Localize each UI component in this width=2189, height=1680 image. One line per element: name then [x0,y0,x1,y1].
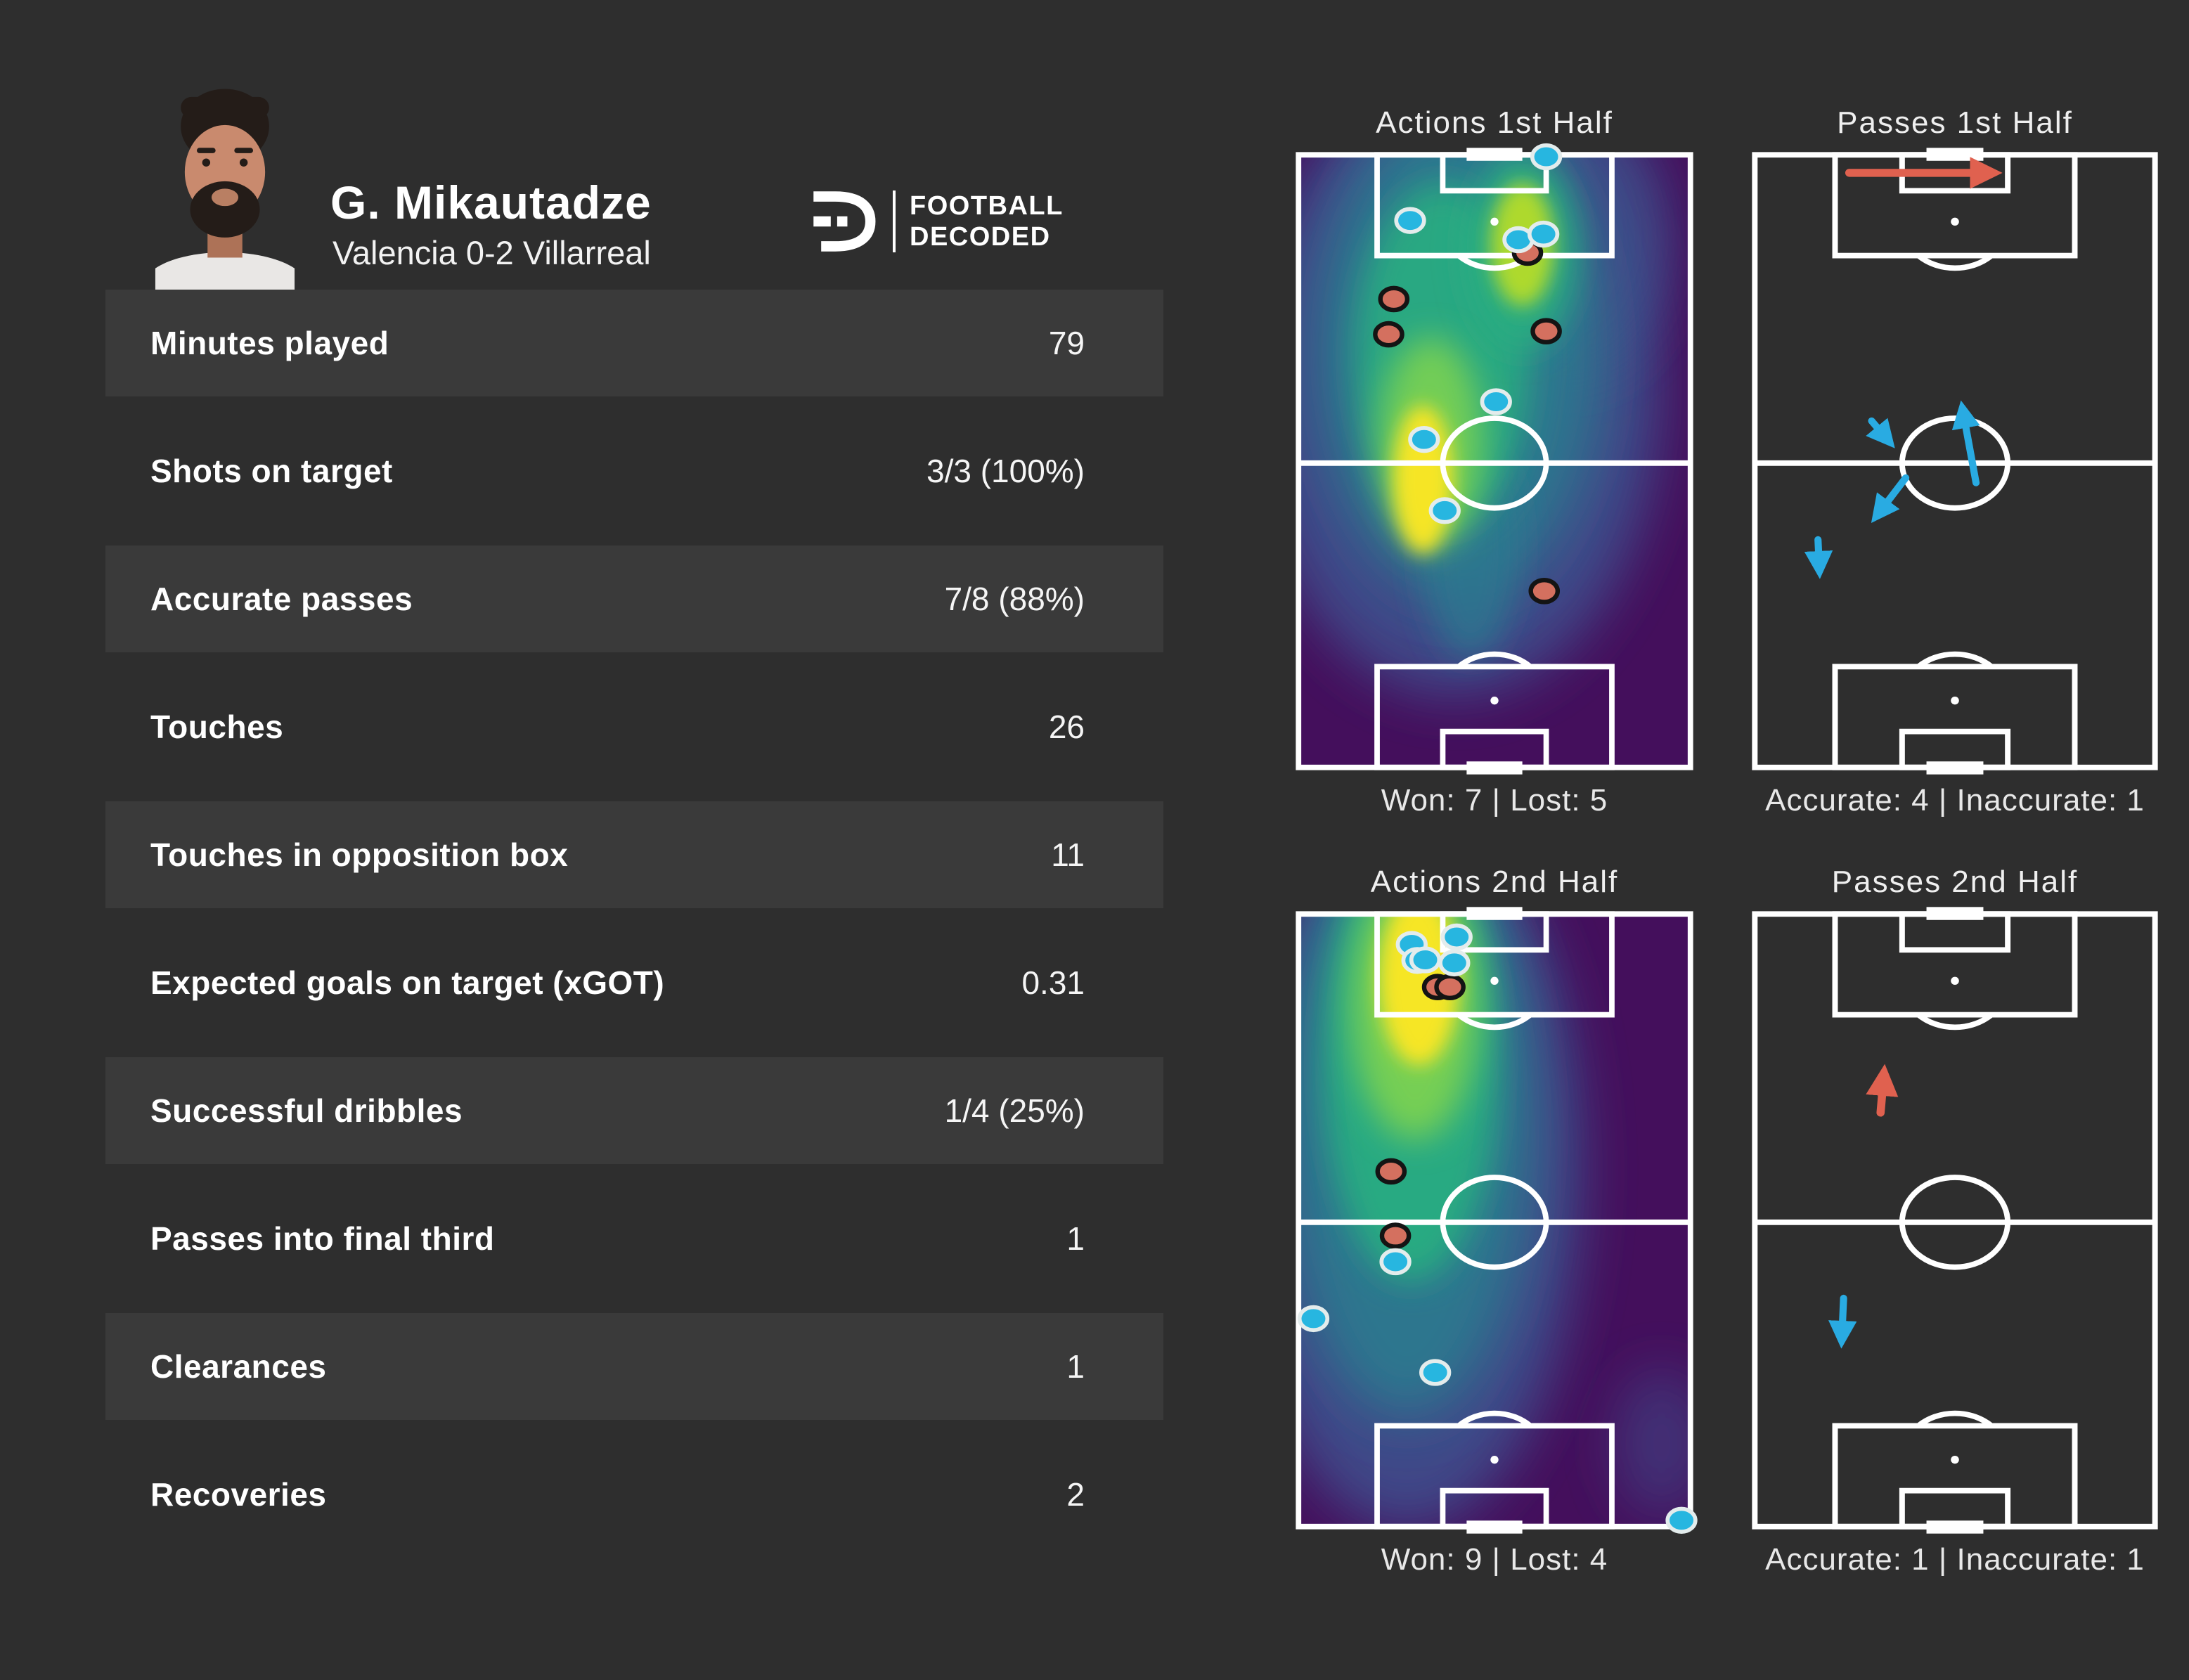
brand-line-1: FOOTBALL [910,191,1064,221]
panel-actions-2nd-half: Actions 2nd Half Won: 9 | Lost: 4 [1296,865,1698,1577]
won-dot [1530,143,1563,171]
beard [190,181,260,238]
stats-table: Minutes played 79 Shots on target 3/3 (100%… [105,290,1163,1569]
brand-wordmark: FOOTBALL DECODED [910,190,1064,252]
lost-dot [1434,974,1466,1001]
stat-label: Minutes played [150,325,389,361]
football-decoded-logo-icon [813,191,876,252]
pitch-title: Passes 1st Half [1837,105,2073,140]
brand-line-2: DECODED [910,222,1051,252]
accurate-pass-arrow [1871,474,1910,524]
stat-row: Touches 26 [105,673,1163,780]
accurate-pass-arrow [1951,400,1980,486]
stat-label: Touches [150,709,284,745]
panel-passes-2nd-half: Passes 2nd Half Accurate: 1 | Inaccurate… [1752,865,2158,1577]
won-dot [1394,207,1426,234]
stat-value: 3/3 (100%) [926,453,1085,489]
stat-row: Recoveries 2 [105,1441,1163,1548]
stat-row: Passes into final third 1 [105,1185,1163,1292]
panel-passes-1st-half: Passes 1st Half Accurate: 4 | Inaccurate… [1752,105,2158,818]
pitch-caption: Accurate: 1 | Inaccurate: 1 [1765,1542,2145,1577]
pitch-lines [1755,148,2155,774]
won-dot [1480,388,1512,415]
won-dot [1419,1359,1452,1386]
pitch-title: Actions 2nd Half [1370,865,1619,899]
stat-value: 26 [1048,709,1085,745]
won-dot [1379,1248,1412,1276]
stat-label: Successful dribbles [150,1092,463,1129]
stat-label: Touches in opposition box [150,836,569,873]
won-dot [1527,220,1560,248]
accurate-pass-arrow [1804,536,1833,579]
won-dot [1440,923,1473,951]
lost-dot [1373,321,1405,348]
pitch-caption: Accurate: 4 | Inaccurate: 1 [1765,783,2145,818]
pitch-caption: Won: 9 | Lost: 4 [1381,1542,1608,1577]
pitch-title: Passes 2nd Half [1831,865,2079,899]
passes-1st-half-map [1752,152,2158,770]
heat-layer [1613,1369,1691,1518]
panel-actions-1st-half: Actions 1st Half Won: 7 | Lost: 5 [1296,105,1693,818]
stat-value: 1 [1066,1220,1085,1257]
pitch-caption: Won: 7 | Lost: 5 [1381,783,1608,818]
actions-2nd-half-heatmap [1296,911,1698,1534]
stat-label: Clearances [150,1348,327,1385]
actions-1st-half-heatmap [1296,143,1693,770]
stat-label: Passes into final third [150,1220,495,1257]
stat-row: Touches in opposition box 11 [105,801,1163,908]
won-dot [1297,1305,1330,1333]
won-dot [1408,426,1440,453]
player-name: G. Mikautadze [330,176,652,228]
stat-value: 1 [1066,1348,1085,1385]
won-dot [1409,946,1442,974]
stat-value: 11 [1051,836,1085,873]
stat-label: Accurate passes [150,581,413,617]
stat-row: Shots on target 3/3 (100%) [105,418,1163,524]
player-photo [155,89,295,292]
stat-row: Accurate passes 7/8 (88%) [105,545,1163,652]
stat-value: 1/4 (25%) [944,1092,1085,1129]
lost-dot [1378,285,1410,313]
stat-value: 7/8 (88%) [944,581,1085,617]
stat-row: Minutes played 79 [105,290,1163,396]
pitch-lines [1755,907,2155,1533]
won-dot [1428,497,1461,524]
stat-value: 2 [1066,1476,1085,1513]
passes-2nd-half-map [1752,911,2158,1530]
won-dot [1665,1506,1698,1534]
stat-row: Expected goals on target (xGOT) 0.31 [105,929,1163,1036]
won-dot [1438,949,1471,977]
pitch-title: Actions 1st Half [1376,105,1613,140]
accurate-pass-arrow [1828,1294,1857,1349]
lost-dot [1379,1222,1412,1249]
lost-dot [1375,1158,1407,1185]
lost-dot [1528,577,1561,605]
stat-row: Successful dribbles 1/4 (25%) [105,1057,1163,1164]
accurate-pass-arrow [1866,417,1895,448]
brand: FOOTBALL DECODED [808,190,1064,253]
stat-row: Clearances 1 [105,1313,1163,1420]
inaccurate-pass-arrow [1866,1064,1899,1117]
brand-separator [893,190,896,252]
stat-label: Expected goals on target (xGOT) [150,964,665,1001]
stat-value: 79 [1048,325,1085,361]
stat-value: 0.31 [1021,964,1085,1001]
stat-label: Shots on target [150,453,393,489]
match-score: Valencia 0-2 Villarreal [332,234,651,271]
stat-label: Recoveries [150,1476,327,1513]
lost-dot [1530,318,1562,345]
